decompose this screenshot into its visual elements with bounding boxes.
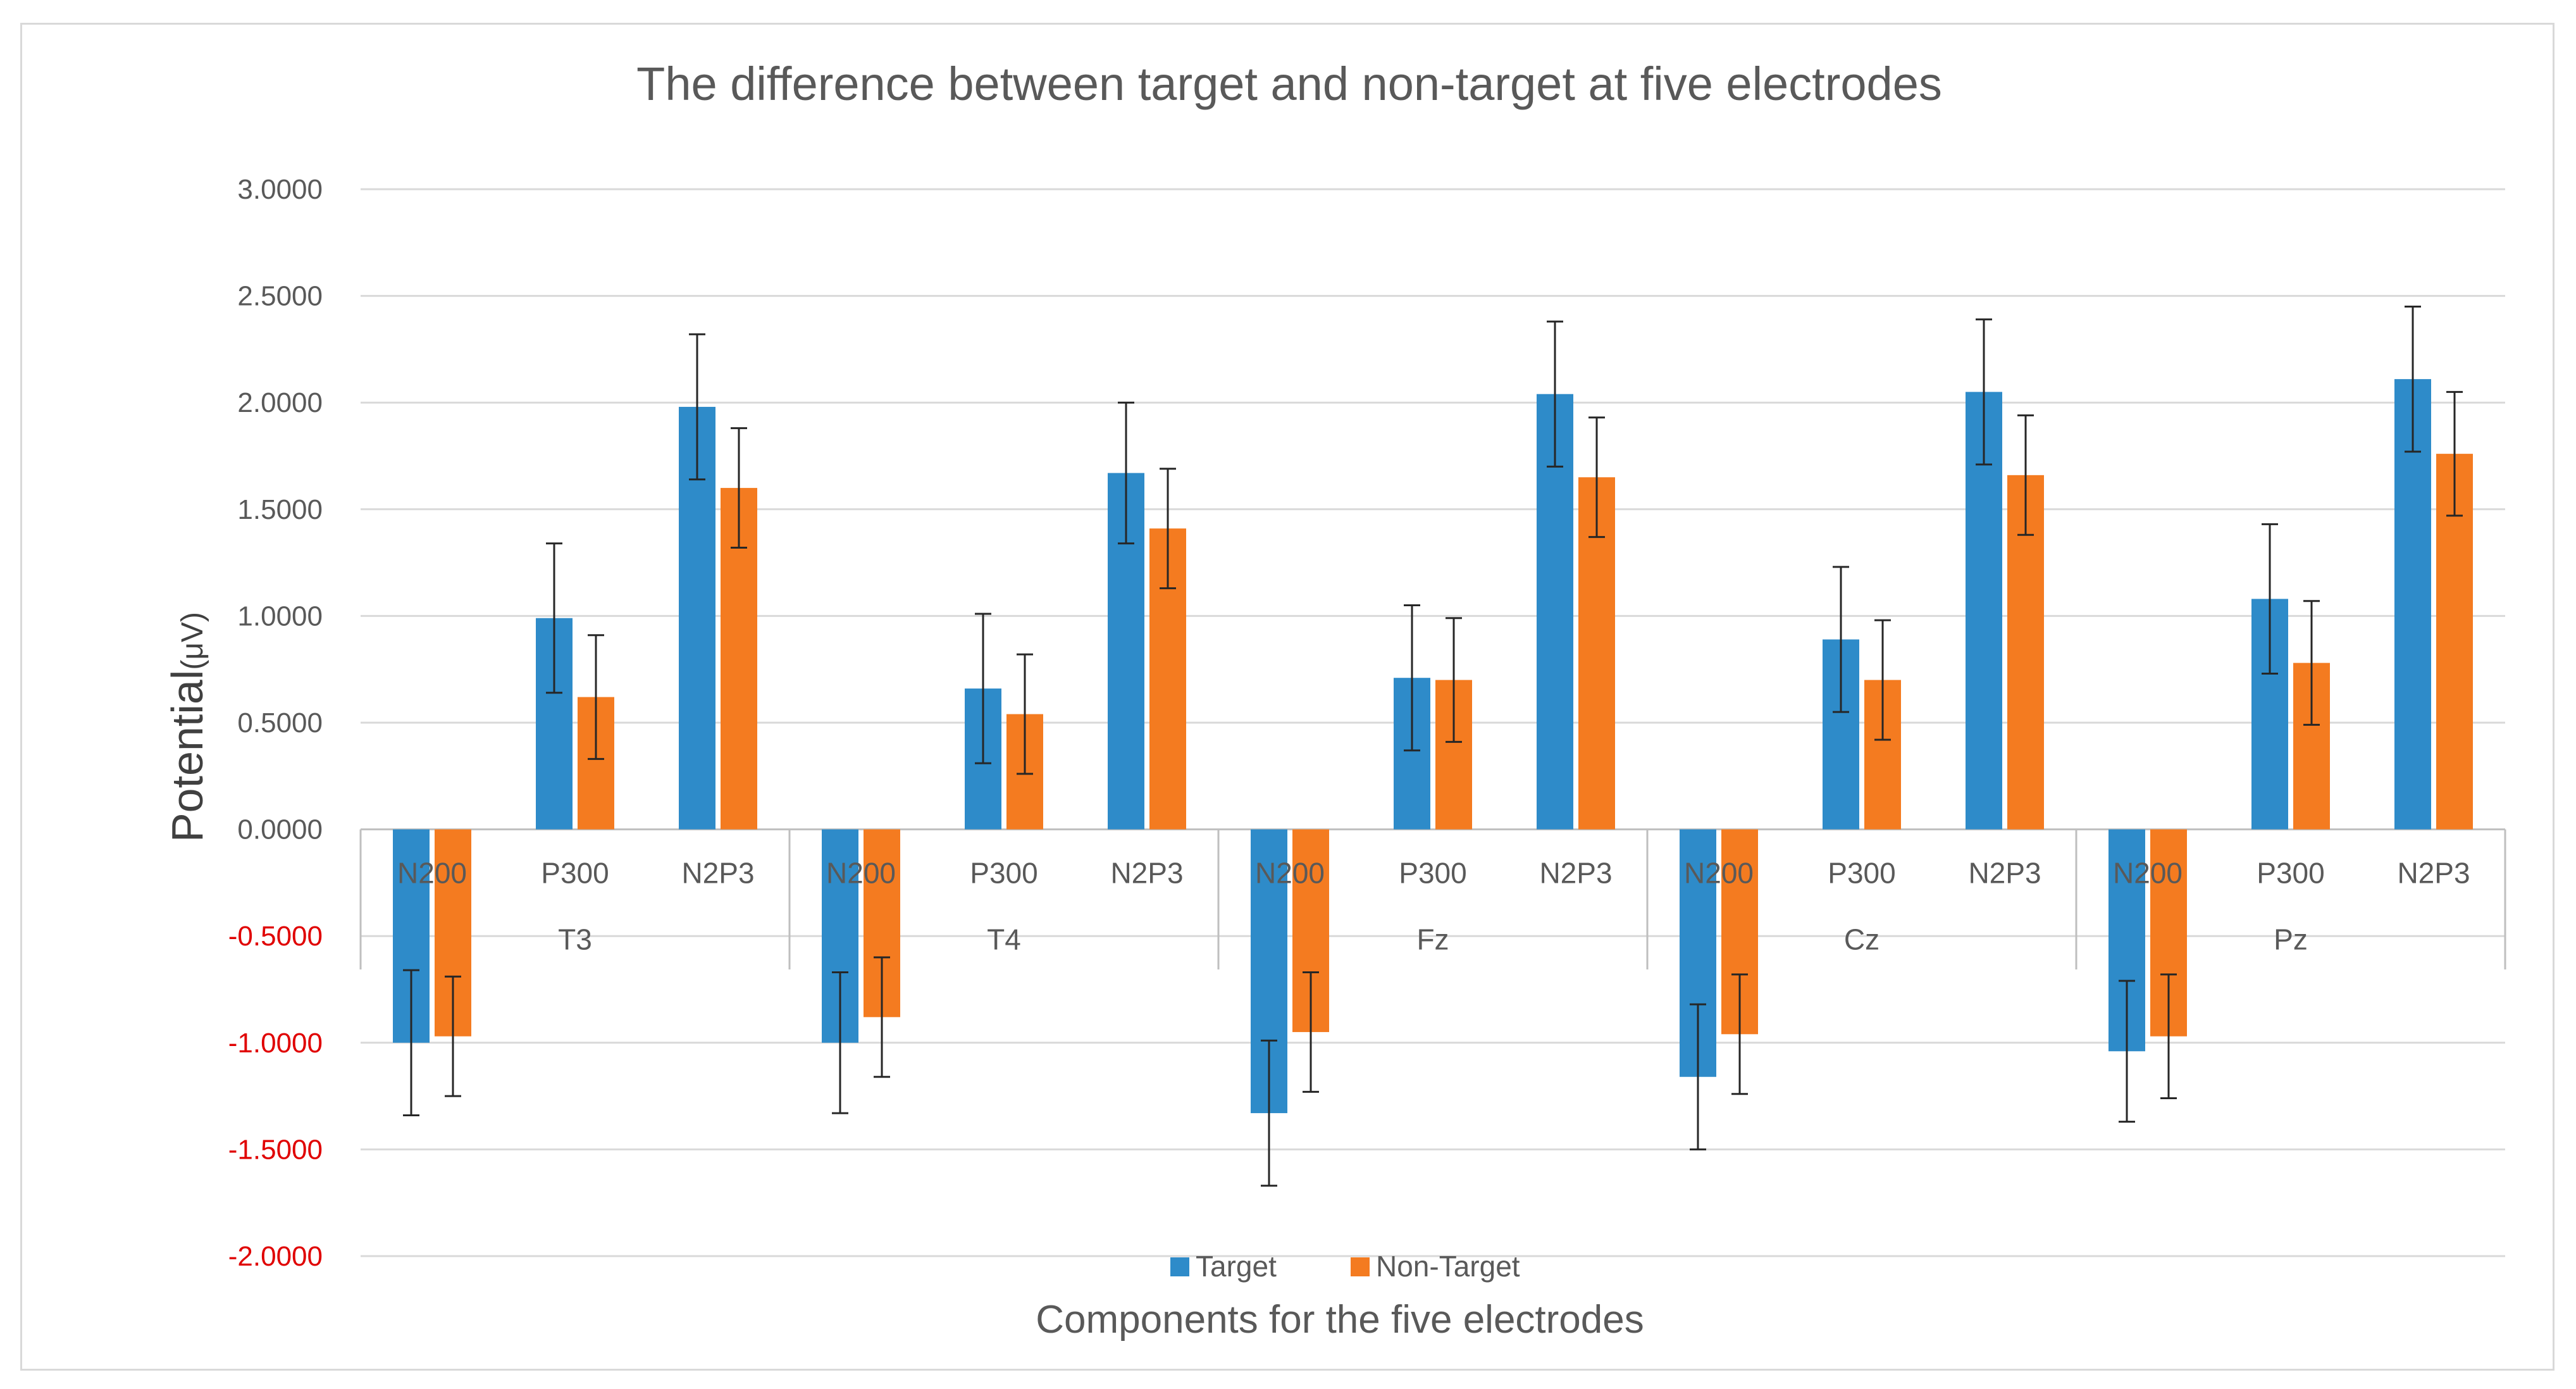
error-bar <box>1118 401 1134 545</box>
y-tick-label: 3.0000 <box>237 174 323 205</box>
error-bar <box>2017 414 2034 536</box>
electrode-label: Cz <box>1844 923 1879 956</box>
legend-label-target: Target <box>1196 1250 1277 1283</box>
error-bar <box>1160 468 1176 590</box>
electrode-label: T3 <box>558 923 592 956</box>
y-tick-label: -2.0000 <box>228 1241 323 1272</box>
y-tick-label: 1.5000 <box>237 494 323 525</box>
component-label: P300 <box>970 857 1037 890</box>
error-bar <box>1690 1003 1706 1150</box>
error-bar <box>1833 566 1849 713</box>
bar-target <box>2394 379 2431 830</box>
y-axis-title-main: Potential <box>163 670 212 842</box>
error-bar <box>403 969 419 1116</box>
y-tick-label: 0.5000 <box>237 707 323 738</box>
chart-title: The difference between target and non-ta… <box>636 58 1942 110</box>
error-bar <box>1731 973 1748 1095</box>
error-bar <box>731 427 747 549</box>
error-bar <box>1588 416 1605 539</box>
error-bar <box>588 634 604 760</box>
error-bar <box>1874 619 1891 741</box>
legend-label-non-target: Non-Target <box>1376 1250 1520 1283</box>
error-bars <box>403 305 2463 1187</box>
y-tick-label: -1.5000 <box>228 1134 323 1165</box>
error-bar <box>2303 600 2320 726</box>
component-label: P300 <box>2257 857 2324 890</box>
category-labels: N200 P300 N2P3 T3 N200 P300 N2P3 T4 N200 P300 N2P3… <box>397 857 2470 956</box>
error-bar <box>689 333 705 481</box>
gridlines <box>359 188 2506 1257</box>
component-label: P300 <box>1828 857 1895 890</box>
legend: Target Non-Target <box>1170 1250 1520 1283</box>
component-label: P300 <box>1399 857 1466 890</box>
y-axis-title: Potential(μV) <box>163 612 212 842</box>
component-label: N2P3 <box>681 857 754 890</box>
component-label: N2P3 <box>2397 857 2470 890</box>
electrode-label: Fz <box>1416 923 1449 956</box>
y-tick-label: 1.0000 <box>237 601 323 632</box>
component-label: N2P3 <box>1539 857 1612 890</box>
component-label: N200 <box>1255 857 1325 890</box>
error-bar <box>2160 973 2177 1099</box>
y-tick-label: -1.0000 <box>228 1028 323 1059</box>
y-tick-label: 2.0000 <box>237 387 323 418</box>
error-bar <box>1404 604 1420 752</box>
x-axis-title: Components for the five electrodes <box>1036 1298 1644 1342</box>
component-label: N200 <box>397 857 467 890</box>
component-label: N2P3 <box>1110 857 1183 890</box>
error-bar <box>1547 320 1563 468</box>
error-bar <box>832 971 848 1114</box>
component-label: N200 <box>2113 857 2183 890</box>
y-axis-title-unit: (μV) <box>176 612 209 670</box>
error-bar <box>2119 980 2135 1123</box>
error-bar <box>874 956 890 1078</box>
y-tick-label: 0.0000 <box>237 814 323 845</box>
electrode-label: Pz <box>2274 923 2308 956</box>
y-tick-label: 2.5000 <box>237 281 323 312</box>
chart-svg: The difference between target and non-ta… <box>163 58 2506 1342</box>
error-bar <box>546 542 562 694</box>
legend-swatch-non-target <box>1351 1257 1370 1276</box>
component-label: N2P3 <box>1968 857 2041 890</box>
y-tick-labels: 3.0000 2.5000 2.0000 1.5000 1.0000 0.5000 0.00… <box>228 174 323 1272</box>
error-bar <box>2446 390 2463 517</box>
y-tick-label: -0.5000 <box>228 921 323 952</box>
error-bar <box>445 975 461 1097</box>
bars <box>393 379 2473 1114</box>
error-bar <box>1976 318 1992 466</box>
error-bar <box>1017 653 1033 775</box>
error-bar <box>2405 305 2421 453</box>
error-bar <box>1446 617 1462 743</box>
error-bar <box>1261 1039 1277 1187</box>
component-label: N200 <box>826 857 896 890</box>
component-label: N200 <box>1684 857 1754 890</box>
chart-frame: The difference between target and non-ta… <box>20 23 2554 1371</box>
error-bar <box>2262 523 2278 675</box>
error-bar <box>1303 971 1319 1093</box>
error-bar <box>975 613 991 764</box>
component-label: P300 <box>541 857 609 890</box>
legend-swatch-target <box>1170 1257 1189 1276</box>
electrode-label: T4 <box>987 923 1021 956</box>
